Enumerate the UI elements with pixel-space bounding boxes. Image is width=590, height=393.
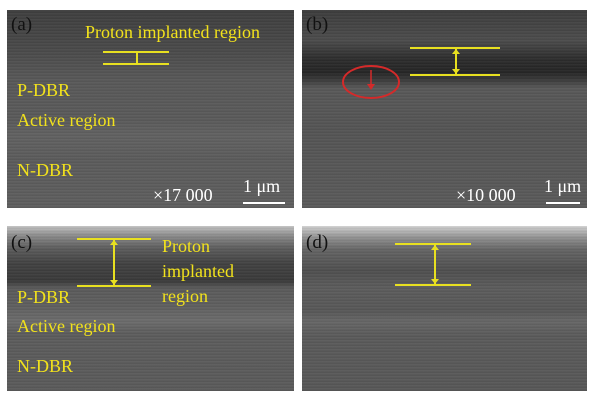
proton-label-line3-c: region: [162, 286, 208, 306]
magnification-label-b: ×10 000: [456, 185, 516, 205]
implant-depth-arrow-b: [455, 49, 457, 74]
scale-label-a: 1 μm: [243, 176, 281, 196]
implant-bottom-line-a: [103, 63, 169, 65]
proton-implanted-label-a: Proton implanted region: [85, 22, 260, 42]
implant-depth-arrow-d: [434, 245, 436, 284]
proton-label-line2-c: implanted: [162, 261, 234, 281]
arrowhead-down-c: [110, 280, 118, 285]
sem-panel-b: (b) ×10 000 1 μm: [302, 10, 587, 208]
panel-label-a: (a): [11, 14, 33, 35]
panel-label-c: (c): [11, 232, 33, 253]
implant-bottom-line-b: [410, 74, 500, 76]
implant-top-line-a: [103, 51, 169, 53]
panel-label-b: (b): [306, 14, 329, 35]
n-dbr-label-c: N-DBR: [17, 356, 74, 376]
active-region-label-c: Active region: [17, 316, 116, 336]
implant-depth-arrow-c: [113, 240, 115, 285]
implant-top-line-b: [410, 47, 500, 49]
implant-top-line-c: [77, 238, 151, 240]
n-dbr-label-a: N-DBR: [17, 160, 74, 180]
implant-bottom-line-c: [77, 285, 151, 287]
sem-panel-d: (d): [302, 226, 587, 391]
arrowhead-up-b: [452, 49, 460, 54]
arrowhead-up-c: [110, 240, 118, 245]
scale-label-b: 1 μm: [544, 176, 582, 196]
sem-panel-c: (c) Proton implanted region P-DBR Active…: [7, 226, 294, 391]
arrowhead-down-b: [452, 69, 460, 74]
arrowhead-down-d: [431, 279, 439, 284]
red-circle-arrow-icon: [342, 65, 400, 99]
proton-label-line1-c: Proton: [162, 236, 211, 256]
active-region-label-a: Active region: [17, 110, 116, 130]
magnification-label-a: ×17 000: [153, 185, 213, 205]
arrowhead-up-d: [431, 245, 439, 250]
scale-bar-b: [546, 202, 580, 204]
implant-depth-arrow-a: [136, 53, 138, 63]
p-dbr-label-a: P-DBR: [17, 80, 71, 100]
implant-bottom-line-d: [395, 284, 471, 286]
implant-top-line-d: [395, 243, 471, 245]
scale-bar-a: [243, 202, 285, 204]
p-dbr-label-c: P-DBR: [17, 287, 71, 307]
sem-panel-a: (a) Proton implanted region P-DBR Active…: [7, 10, 294, 208]
panel-label-d: (d): [306, 232, 329, 253]
